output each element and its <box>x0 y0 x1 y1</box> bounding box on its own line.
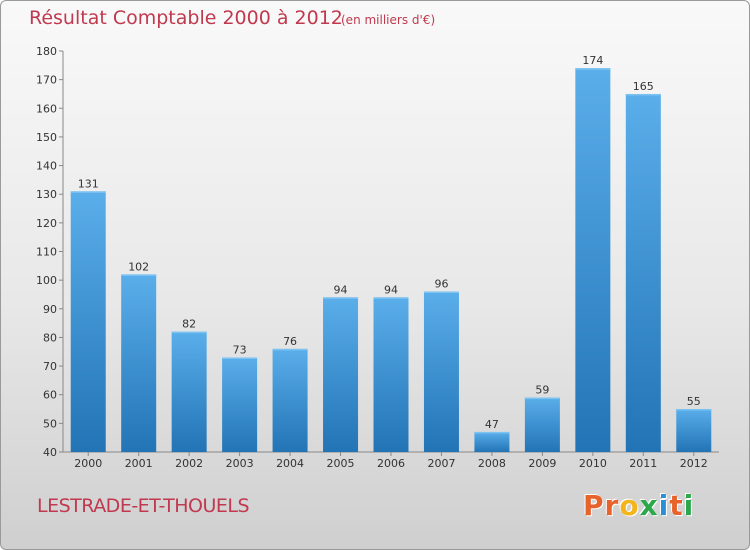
data-label: 96 <box>434 278 448 291</box>
bar-top-edge <box>171 331 207 334</box>
bar <box>474 431 510 452</box>
x-tick-label: 2008 <box>478 457 506 470</box>
logo-letter: P <box>583 489 605 522</box>
y-tick-label: 170 <box>36 74 57 87</box>
bar <box>222 357 258 452</box>
data-label: 59 <box>535 384 549 397</box>
chart-title: Résultat Comptable 2000 à 2012 <box>29 7 343 29</box>
logo-letter: x <box>639 489 659 522</box>
bar-top-edge <box>272 348 308 351</box>
bar-top-edge <box>323 297 359 299</box>
data-label: 47 <box>485 418 499 431</box>
data-label: 55 <box>687 395 701 408</box>
y-tick-label: 160 <box>36 102 57 115</box>
x-tick-label: 2004 <box>276 457 304 470</box>
y-tick-label: 60 <box>43 389 57 402</box>
bar-top-edge <box>373 297 409 299</box>
x-tick-label: 2010 <box>579 457 607 470</box>
bar <box>575 68 611 452</box>
logo-letter: o <box>619 489 640 522</box>
data-label: 73 <box>233 343 247 356</box>
x-tick-label: 2002 <box>175 457 203 470</box>
bar-top-edge <box>222 357 258 359</box>
bar-top-edge <box>70 191 106 193</box>
x-tick-label: 2000 <box>74 457 102 470</box>
bar-top-edge <box>524 397 560 400</box>
town-name: LESTRADE-ET-THOUELS <box>37 495 250 517</box>
y-tick-label: 40 <box>43 446 57 459</box>
data-label: 94 <box>384 283 398 296</box>
y-tick-label: 180 <box>36 45 57 58</box>
bar <box>272 348 308 452</box>
logo-letter: r <box>604 489 620 522</box>
bar-top-edge <box>575 68 611 70</box>
bar <box>70 191 106 452</box>
y-tick-label: 100 <box>36 274 57 287</box>
data-label: 76 <box>283 335 297 348</box>
bar <box>121 274 157 452</box>
proxiti-logo: Proxiti <box>583 489 694 522</box>
y-tick-label: 50 <box>43 417 57 430</box>
bar-top-edge <box>121 274 157 276</box>
logo-letter: t <box>669 489 684 522</box>
data-label: 82 <box>182 318 196 331</box>
data-label: 174 <box>582 54 603 67</box>
x-tick-label: 2007 <box>427 457 455 470</box>
y-tick-label: 90 <box>43 303 57 316</box>
y-tick-label: 80 <box>43 331 57 344</box>
labels: 131 2000 102 2001 82 2002 73 2003 76 2004 94 2005 94… <box>74 54 708 470</box>
y-tick-label: 150 <box>36 131 57 144</box>
x-tick-label: 2011 <box>629 457 657 470</box>
bar <box>524 397 560 452</box>
x-tick-label: 2009 <box>528 457 556 470</box>
bar <box>625 93 661 452</box>
bar-top-edge <box>676 409 712 411</box>
x-tick-label: 2012 <box>680 457 708 470</box>
data-label: 94 <box>334 283 348 296</box>
y-tick-label: 70 <box>43 360 57 373</box>
x-tick-label: 2003 <box>226 457 254 470</box>
bar <box>171 331 207 452</box>
bar-top-edge <box>625 93 661 96</box>
logo-letter: i <box>683 489 695 522</box>
logo-letter: i <box>658 489 670 522</box>
x-tick-label: 2005 <box>327 457 355 470</box>
bar <box>423 291 459 452</box>
x-tick-label: 2006 <box>377 457 405 470</box>
x-tick-label: 2001 <box>125 457 153 470</box>
data-label: 131 <box>78 177 99 190</box>
bar-top-edge <box>474 431 510 434</box>
y-tick-label: 120 <box>36 217 57 230</box>
y-tick-label: 140 <box>36 160 57 173</box>
bars <box>70 68 712 452</box>
bar <box>676 409 712 452</box>
bar-top-edge <box>423 291 459 294</box>
y-tick-label: 130 <box>36 188 57 201</box>
bar <box>323 297 359 452</box>
bar <box>373 297 409 452</box>
data-label: 102 <box>128 260 149 273</box>
chart-subtitle: (en milliers d'€) <box>341 13 436 27</box>
y-tick-label: 110 <box>36 246 57 259</box>
data-label: 165 <box>633 80 654 93</box>
